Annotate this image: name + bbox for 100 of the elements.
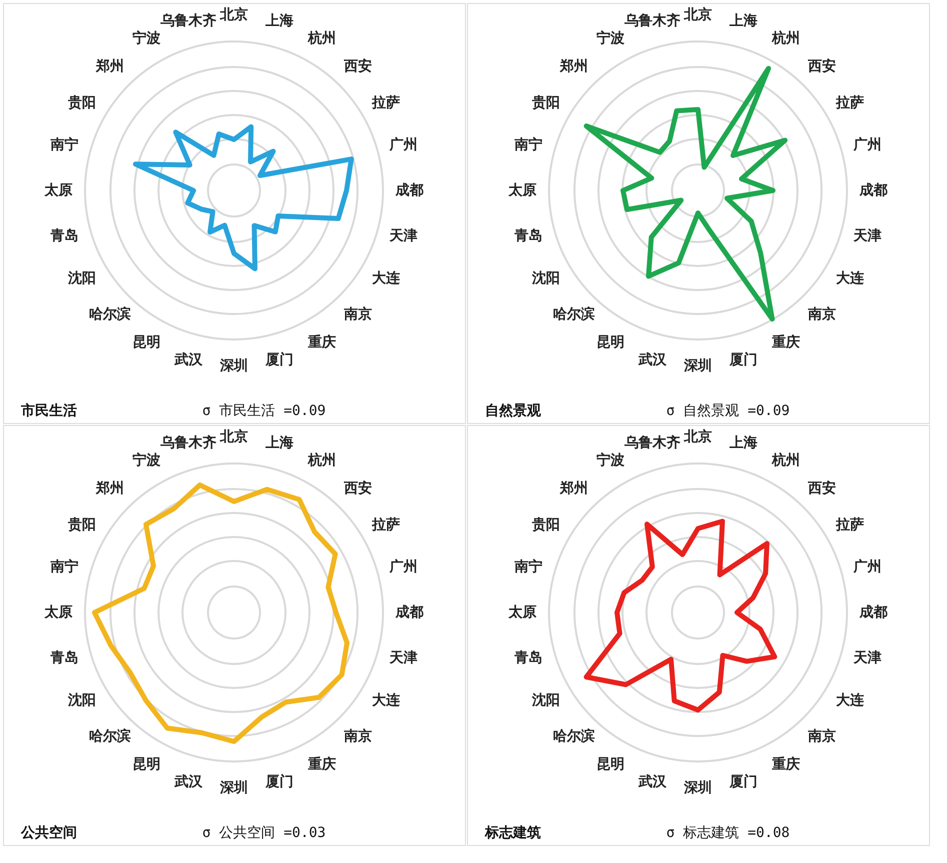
spoke-label: 西安 <box>807 57 836 74</box>
spoke-label: 南京 <box>343 728 372 745</box>
spoke-label: 大连 <box>836 270 865 286</box>
spoke-label: 广州 <box>388 558 418 576</box>
spoke-label: 太原 <box>508 604 536 620</box>
spoke-label: 贵阳 <box>531 94 560 111</box>
spoke-label: 郑州 <box>558 58 588 74</box>
spoke-label: 沈阳 <box>67 692 96 708</box>
spoke-label: 武汉 <box>174 352 204 368</box>
spoke-label: 天津 <box>388 650 418 666</box>
spoke-label: 拉萨 <box>834 516 864 533</box>
spoke-label: 成都 <box>858 182 888 198</box>
spoke-label: 厦门 <box>728 351 758 368</box>
text: 标志建筑 <box>484 825 541 841</box>
spoke-label: 南京 <box>343 306 372 323</box>
spoke-label: 深圳 <box>683 358 712 374</box>
spoke-label: 青岛 <box>49 650 78 666</box>
text: 公共空间 <box>20 824 77 841</box>
spoke-label: 南京 <box>807 306 836 323</box>
spoke-label: 沈阳 <box>531 270 560 286</box>
spoke-label: 重庆 <box>770 333 800 350</box>
text: σ 自然景观 =0.09 <box>666 403 790 419</box>
spoke-label: 哈尔滨 <box>552 306 595 323</box>
spoke-label: 乌鲁木齐 <box>160 12 217 29</box>
spoke-label: 武汉 <box>638 774 668 790</box>
spoke-label: 拉萨 <box>834 94 864 111</box>
spoke-label: 杭州 <box>306 30 336 47</box>
spoke-label: 天津 <box>852 650 882 666</box>
spoke-label: 厦门 <box>264 351 294 368</box>
spoke-label: 昆明 <box>132 334 160 350</box>
spoke-label: 南宁 <box>513 136 542 154</box>
spoke-label: 武汉 <box>638 352 668 368</box>
spoke-label: 北京 <box>683 428 712 445</box>
spoke-label: 北京 <box>683 6 712 23</box>
spoke-label: 南宁 <box>513 558 542 576</box>
spoke-label: 重庆 <box>306 755 336 772</box>
spoke-label: 乌鲁木齐 <box>624 12 681 29</box>
spoke-label: 昆明 <box>596 334 624 350</box>
spoke-label: 拉萨 <box>370 516 400 533</box>
spoke-label: 深圳 <box>219 780 248 796</box>
spoke-label: 大连 <box>372 692 401 708</box>
spoke-label: 大连 <box>372 270 401 286</box>
spoke-label: 太原 <box>44 182 72 198</box>
spoke-label: 上海 <box>728 434 758 451</box>
spoke-label: 厦门 <box>264 773 294 790</box>
spoke-label: 重庆 <box>306 333 336 350</box>
spoke-label: 深圳 <box>683 780 712 796</box>
spoke-label: 沈阳 <box>531 692 560 708</box>
spoke-label: 宁波 <box>132 30 160 47</box>
spoke-label: 上海 <box>264 434 294 451</box>
text: 自然景观 <box>485 403 542 419</box>
spoke-label: 西安 <box>343 57 372 74</box>
spoke-label: 厦门 <box>728 773 758 790</box>
spoke-label: 成都 <box>858 604 888 620</box>
spoke-label: 杭州 <box>770 452 800 469</box>
spoke-label: 贵阳 <box>531 516 560 533</box>
text: 市民生活 <box>20 402 77 419</box>
spoke-label: 青岛 <box>513 650 542 666</box>
spoke-label: 郑州 <box>94 480 124 496</box>
spoke-label: 乌鲁木齐 <box>160 434 217 451</box>
spoke-label: 西安 <box>343 479 372 496</box>
text: σ 公共空间 =0.03 <box>202 825 326 841</box>
spoke-label: 郑州 <box>558 480 588 496</box>
spoke-label: 郑州 <box>94 58 124 74</box>
spoke-label: 贵阳 <box>67 94 96 111</box>
spoke-label: 西安 <box>807 479 836 496</box>
spoke-label: 太原 <box>44 604 72 620</box>
spoke-label: 昆明 <box>132 756 160 772</box>
spoke-label: 昆明 <box>596 756 624 772</box>
spoke-label: 哈尔滨 <box>552 728 595 745</box>
spoke-label: 成都 <box>394 604 424 620</box>
spoke-label: 广州 <box>388 136 418 154</box>
spoke-label: 天津 <box>852 228 882 244</box>
spoke-label: 大连 <box>836 692 865 708</box>
spoke-label: 天津 <box>388 228 418 244</box>
spoke-label: 北京 <box>219 6 248 23</box>
spoke-label: 哈尔滨 <box>88 306 131 323</box>
spoke-label: 上海 <box>728 12 758 29</box>
text: σ 标志建筑 =0.08 <box>666 825 790 841</box>
spoke-label: 广州 <box>852 136 882 154</box>
spoke-label: 广州 <box>852 558 882 576</box>
spoke-label: 宁波 <box>596 452 624 469</box>
spoke-label: 南宁 <box>49 558 78 576</box>
spoke-label: 青岛 <box>49 228 78 244</box>
spoke-label: 武汉 <box>174 774 204 790</box>
text: σ 市民生活 =0.09 <box>202 403 326 419</box>
spoke-label: 南京 <box>807 728 836 745</box>
spoke-label: 杭州 <box>770 30 800 47</box>
spoke-label: 杭州 <box>306 452 336 469</box>
spoke-label: 宁波 <box>132 452 160 469</box>
spoke-label: 乌鲁木齐 <box>624 434 681 451</box>
spoke-label: 哈尔滨 <box>88 728 131 745</box>
spoke-label: 北京 <box>219 428 248 445</box>
spoke-label: 深圳 <box>219 358 248 374</box>
spoke-label: 贵阳 <box>67 516 96 533</box>
spoke-label: 太原 <box>508 182 536 198</box>
spoke-label: 重庆 <box>770 755 800 772</box>
spoke-label: 宁波 <box>596 30 624 47</box>
spoke-label: 南宁 <box>49 136 78 154</box>
spoke-label: 拉萨 <box>370 94 400 111</box>
